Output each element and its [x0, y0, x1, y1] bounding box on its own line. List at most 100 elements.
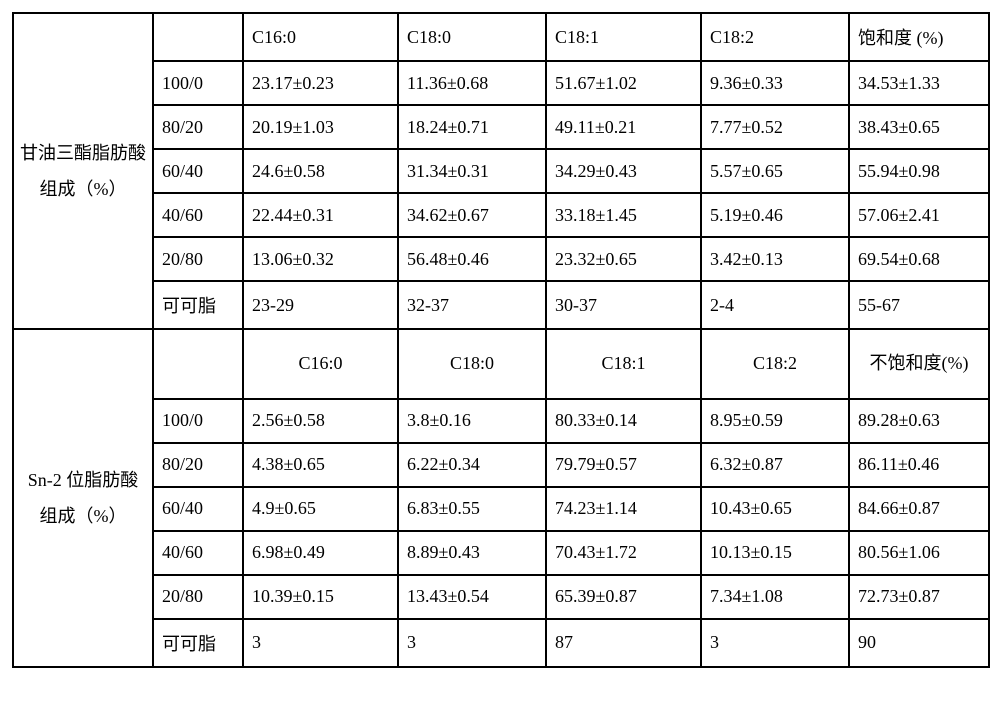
cell: 3 [398, 619, 546, 667]
cell: 80.33±0.14 [546, 399, 701, 443]
table-row: 甘油三酯脂肪酸组成（%） C16:0 C18:0 C18:1 C18:2 饱和度… [13, 13, 989, 61]
cell: 11.36±0.68 [398, 61, 546, 105]
header-c181-0: C18:1 [546, 13, 701, 61]
cell: 87 [546, 619, 701, 667]
header-ratio-0 [153, 13, 243, 61]
cell: 13.43±0.54 [398, 575, 546, 619]
cell: 69.54±0.68 [849, 237, 989, 281]
cell: 6.32±0.87 [701, 443, 849, 487]
table-row: 100/0 23.17±0.23 11.36±0.68 51.67±1.02 9… [13, 61, 989, 105]
cell: 6.22±0.34 [398, 443, 546, 487]
cell: 60/40 [153, 149, 243, 193]
cell: 32-37 [398, 281, 546, 329]
cell: 4.9±0.65 [243, 487, 398, 531]
cell: 3 [701, 619, 849, 667]
cell: 34.53±1.33 [849, 61, 989, 105]
cell: 20/80 [153, 575, 243, 619]
cell: 10.39±0.15 [243, 575, 398, 619]
cell: 80.56±1.06 [849, 531, 989, 575]
cell: 79.79±0.57 [546, 443, 701, 487]
table-row: 20/80 10.39±0.15 13.43±0.54 65.39±0.87 7… [13, 575, 989, 619]
cell: 33.18±1.45 [546, 193, 701, 237]
cell: 55.94±0.98 [849, 149, 989, 193]
cell: 13.06±0.32 [243, 237, 398, 281]
cell: 30-37 [546, 281, 701, 329]
cell: 3.42±0.13 [701, 237, 849, 281]
cell: 40/60 [153, 531, 243, 575]
header-c160-0: C16:0 [243, 13, 398, 61]
header-c160-1: C16:0 [243, 329, 398, 399]
cell: 23.17±0.23 [243, 61, 398, 105]
cell: 89.28±0.63 [849, 399, 989, 443]
cell: 5.19±0.46 [701, 193, 849, 237]
cell: 8.89±0.43 [398, 531, 546, 575]
cell: 100/0 [153, 61, 243, 105]
cell: 60/40 [153, 487, 243, 531]
cell: 51.67±1.02 [546, 61, 701, 105]
table-row: 40/60 22.44±0.31 34.62±0.67 33.18±1.45 5… [13, 193, 989, 237]
cell: 6.98±0.49 [243, 531, 398, 575]
cell: 24.6±0.58 [243, 149, 398, 193]
cell: 10.43±0.65 [701, 487, 849, 531]
cell: 6.83±0.55 [398, 487, 546, 531]
group-label-0: 甘油三酯脂肪酸组成（%） [13, 13, 153, 329]
cell: 4.38±0.65 [243, 443, 398, 487]
cell: 18.24±0.71 [398, 105, 546, 149]
cell: 72.73±0.87 [849, 575, 989, 619]
table-row: 60/40 4.9±0.65 6.83±0.55 74.23±1.14 10.4… [13, 487, 989, 531]
cell: 80/20 [153, 105, 243, 149]
table-row: 100/0 2.56±0.58 3.8±0.16 80.33±0.14 8.95… [13, 399, 989, 443]
cell: 38.43±0.65 [849, 105, 989, 149]
cell: 100/0 [153, 399, 243, 443]
header-last-1: 不饱和度(%) [849, 329, 989, 399]
cell: 86.11±0.46 [849, 443, 989, 487]
table-row: Sn-2 位脂肪酸组成（%） C16:0 C18:0 C18:1 C18:2 不… [13, 329, 989, 399]
cell: 20.19±1.03 [243, 105, 398, 149]
cell: 34.29±0.43 [546, 149, 701, 193]
header-c180-0: C18:0 [398, 13, 546, 61]
cell: 31.34±0.31 [398, 149, 546, 193]
header-c182-1: C18:2 [701, 329, 849, 399]
table-row: 可可脂 3 3 87 3 90 [13, 619, 989, 667]
cell: 22.44±0.31 [243, 193, 398, 237]
cell: 80/20 [153, 443, 243, 487]
cell: 8.95±0.59 [701, 399, 849, 443]
cell: 可可脂 [153, 619, 243, 667]
table-row: 40/60 6.98±0.49 8.89±0.43 70.43±1.72 10.… [13, 531, 989, 575]
cell: 74.23±1.14 [546, 487, 701, 531]
table-row: 80/20 4.38±0.65 6.22±0.34 79.79±0.57 6.3… [13, 443, 989, 487]
cell: 90 [849, 619, 989, 667]
cell: 23-29 [243, 281, 398, 329]
cell: 49.11±0.21 [546, 105, 701, 149]
fatty-acid-table: 甘油三酯脂肪酸组成（%） C16:0 C18:0 C18:1 C18:2 饱和度… [12, 12, 990, 668]
header-ratio-1 [153, 329, 243, 399]
cell: 84.66±0.87 [849, 487, 989, 531]
cell: 2.56±0.58 [243, 399, 398, 443]
cell: 2-4 [701, 281, 849, 329]
cell: 56.48±0.46 [398, 237, 546, 281]
table-row: 80/20 20.19±1.03 18.24±0.71 49.11±0.21 7… [13, 105, 989, 149]
cell: 65.39±0.87 [546, 575, 701, 619]
cell: 40/60 [153, 193, 243, 237]
header-c180-1: C18:0 [398, 329, 546, 399]
cell: 3.8±0.16 [398, 399, 546, 443]
cell: 57.06±2.41 [849, 193, 989, 237]
cell: 7.34±1.08 [701, 575, 849, 619]
table-row: 60/40 24.6±0.58 31.34±0.31 34.29±0.43 5.… [13, 149, 989, 193]
cell: 9.36±0.33 [701, 61, 849, 105]
header-c181-1: C18:1 [546, 329, 701, 399]
cell: 7.77±0.52 [701, 105, 849, 149]
cell: 23.32±0.65 [546, 237, 701, 281]
table-row: 可可脂 23-29 32-37 30-37 2-4 55-67 [13, 281, 989, 329]
cell: 20/80 [153, 237, 243, 281]
cell: 5.57±0.65 [701, 149, 849, 193]
cell: 可可脂 [153, 281, 243, 329]
cell: 3 [243, 619, 398, 667]
header-last-0: 饱和度 (%) [849, 13, 989, 61]
group-label-1: Sn-2 位脂肪酸组成（%） [13, 329, 153, 667]
cell: 10.13±0.15 [701, 531, 849, 575]
cell: 55-67 [849, 281, 989, 329]
table-row: 20/80 13.06±0.32 56.48±0.46 23.32±0.65 3… [13, 237, 989, 281]
cell: 34.62±0.67 [398, 193, 546, 237]
header-c182-0: C18:2 [701, 13, 849, 61]
